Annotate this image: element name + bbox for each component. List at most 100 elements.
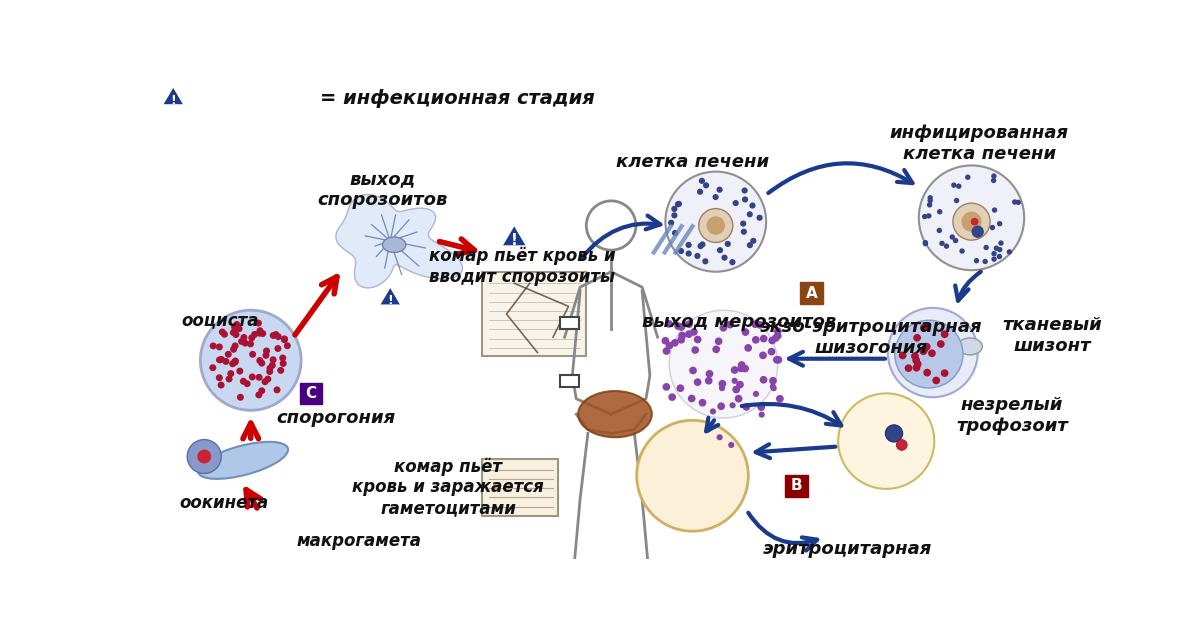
FancyBboxPatch shape [800,283,823,304]
Text: !: ! [170,94,176,107]
Circle shape [698,178,706,184]
Circle shape [991,251,997,256]
Circle shape [772,334,780,342]
Text: макрогамета: макрогамета [296,532,421,550]
Circle shape [774,332,781,340]
Circle shape [677,336,685,344]
Circle shape [269,362,276,369]
Circle shape [716,434,722,440]
Circle shape [232,359,238,365]
Circle shape [974,258,979,263]
Circle shape [233,325,239,332]
Circle shape [756,215,763,221]
FancyBboxPatch shape [300,382,322,404]
Circle shape [251,331,258,338]
Circle shape [750,238,756,244]
Circle shape [698,208,733,242]
Circle shape [953,203,990,240]
Circle shape [216,357,223,364]
Circle shape [740,229,746,235]
Circle shape [247,340,254,347]
Circle shape [983,259,988,264]
Circle shape [274,386,281,393]
Circle shape [262,378,269,385]
Circle shape [666,342,673,349]
Circle shape [706,370,713,377]
Circle shape [959,248,965,254]
Circle shape [905,364,912,372]
Circle shape [668,393,676,401]
Text: !: ! [388,294,394,306]
Circle shape [914,360,922,368]
Circle shape [277,367,284,374]
Circle shape [746,242,754,248]
Circle shape [238,338,245,345]
Circle shape [949,234,955,240]
Circle shape [674,201,682,207]
Circle shape [254,320,262,327]
Circle shape [258,360,265,367]
Circle shape [760,352,767,359]
Circle shape [704,377,713,384]
Circle shape [773,356,781,364]
Circle shape [752,391,760,397]
Circle shape [752,336,760,344]
Circle shape [732,386,740,393]
Circle shape [911,352,919,360]
Circle shape [637,420,749,531]
Text: A: A [806,286,817,301]
Circle shape [240,334,247,341]
Circle shape [928,349,936,357]
Circle shape [997,247,1002,252]
Circle shape [232,324,238,331]
Circle shape [899,352,906,359]
Circle shape [923,241,928,246]
Circle shape [744,344,752,352]
Circle shape [661,337,670,345]
Circle shape [751,320,760,328]
Circle shape [695,253,701,259]
Circle shape [991,256,997,262]
Circle shape [888,308,978,398]
Text: оокинета: оокинета [179,494,269,512]
Circle shape [919,347,928,355]
Circle shape [760,335,768,342]
FancyBboxPatch shape [560,375,578,387]
Circle shape [926,213,931,219]
Circle shape [940,241,944,246]
FancyBboxPatch shape [481,459,558,516]
Circle shape [240,378,247,385]
Circle shape [676,201,682,207]
Circle shape [209,364,216,371]
Text: экзо-эритроцитарная
шизогония: экзо-эритроцитарная шизогония [760,318,982,357]
Polygon shape [162,87,184,105]
Circle shape [952,183,956,188]
Circle shape [232,357,239,364]
Circle shape [941,330,948,338]
Circle shape [756,321,763,328]
Circle shape [700,241,706,247]
Circle shape [776,395,784,403]
Circle shape [725,241,731,247]
Circle shape [270,356,277,363]
Circle shape [704,426,712,433]
Circle shape [257,327,264,334]
Circle shape [236,394,244,401]
Circle shape [678,332,686,339]
FancyBboxPatch shape [785,475,808,497]
Circle shape [671,206,678,212]
Circle shape [937,340,944,348]
Circle shape [250,351,256,358]
Circle shape [665,171,766,272]
Circle shape [742,328,749,336]
Circle shape [284,342,290,349]
Circle shape [685,320,692,328]
Circle shape [263,347,270,354]
Circle shape [689,367,697,374]
Circle shape [768,348,775,355]
Circle shape [232,359,239,365]
Circle shape [961,212,982,232]
Circle shape [742,197,748,203]
Circle shape [216,374,223,381]
Circle shape [926,202,932,208]
